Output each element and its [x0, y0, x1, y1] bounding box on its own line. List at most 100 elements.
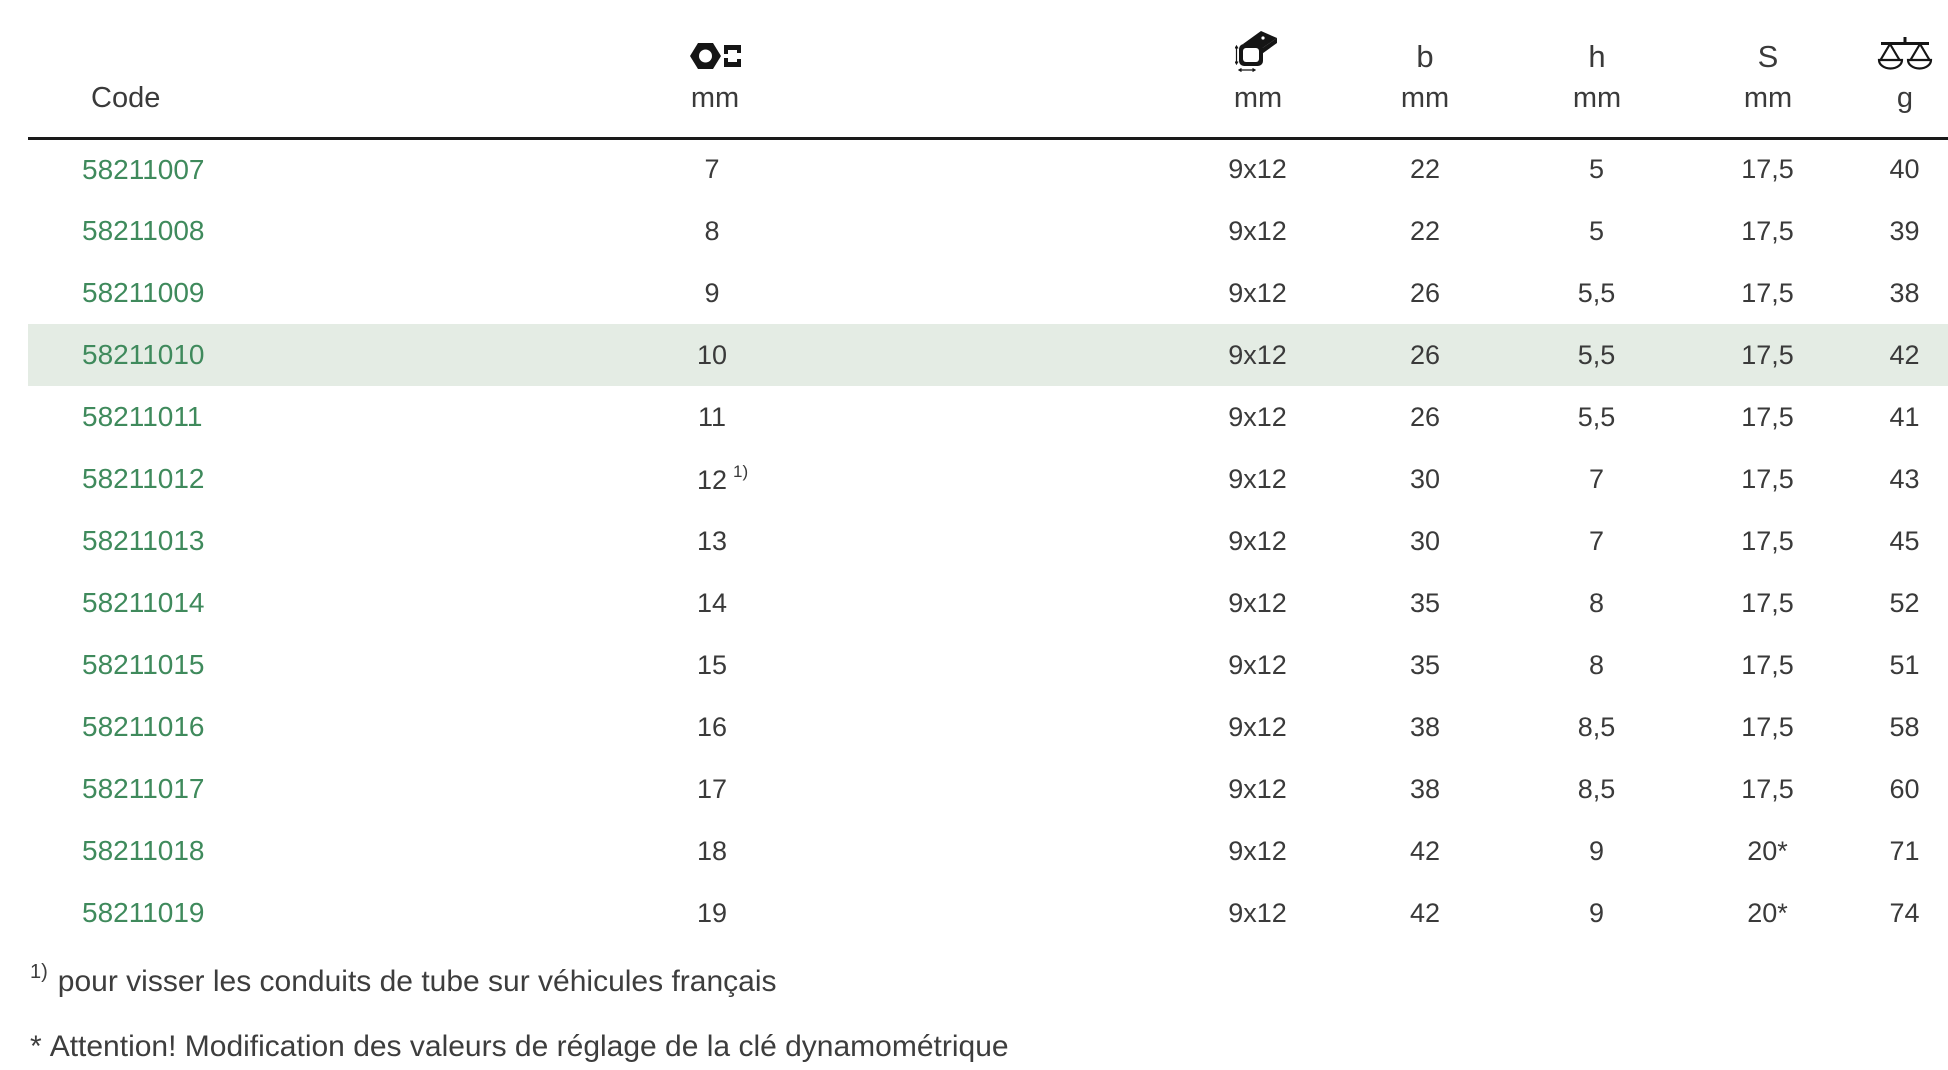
wrench-size-value: 14	[696, 587, 728, 618]
b-unit: mm	[1400, 81, 1450, 114]
table-header: Code mm	[28, 0, 1948, 140]
h-unit: mm	[1572, 81, 1622, 114]
wrench-size-value: 10	[696, 339, 728, 370]
drive-size-cell: 9x12	[1228, 525, 1287, 556]
table-row[interactable]: 58211009 9 9x12 26 5,5 17,5 38	[28, 262, 1948, 324]
code-cell: 58211009	[28, 262, 445, 324]
footnote-1-marker: 1)	[30, 961, 48, 983]
b-cell: 30	[1409, 463, 1441, 494]
table-row[interactable]: 58211011 11 9x12 26 5,5 17,5 41	[28, 386, 1948, 448]
wrench-size-cell: 17	[445, 758, 985, 820]
table-row[interactable]: 58211017 17 9x12 38 8,5 17,5 60	[28, 758, 1948, 820]
code-link[interactable]: 58211015	[82, 649, 205, 680]
table-body: 58211007 7 9x12 22 5 17,5 40 58211008 8 …	[28, 138, 1948, 944]
code-link[interactable]: 58211017	[82, 773, 205, 804]
code-cell: 58211018	[28, 820, 445, 882]
s-cell: 17,5	[1741, 587, 1794, 618]
spec-table: Code mm	[28, 0, 1948, 944]
table-row[interactable]: 58211014 14 9x12 35 8 17,5 52	[28, 572, 1948, 634]
table-row[interactable]: 58211015 15 9x12 35 8 17,5 51	[28, 634, 1948, 696]
weight-cell: 60	[1889, 773, 1920, 804]
code-link[interactable]: 58211011	[82, 401, 203, 432]
weight-cell: 45	[1889, 525, 1920, 556]
h-cell: 8,5	[1577, 711, 1616, 742]
wrench-size-value: 16	[696, 711, 728, 742]
wrench-size-cell: 19	[445, 882, 985, 944]
drive-size-cell: 9x12	[1228, 835, 1287, 866]
h-cell: 9	[1588, 897, 1605, 928]
h-cell: 5	[1588, 154, 1605, 185]
table-row[interactable]: 58211019 19 9x12 42 9 20* 74	[28, 882, 1948, 944]
wrench-size-value: 13	[696, 525, 728, 556]
code-link[interactable]: 58211007	[82, 153, 205, 185]
wrench-size-cell: 10	[445, 324, 985, 386]
wrench-size-value: 8	[704, 215, 720, 246]
code-link[interactable]: 58211014	[82, 587, 205, 618]
drive-size-cell: 9x12	[1228, 215, 1287, 246]
drive-size-cell: 9x12	[1228, 711, 1287, 742]
code-link[interactable]: 58211016	[82, 711, 205, 742]
code-cell: 58211011	[28, 386, 445, 448]
b-cell: 38	[1409, 773, 1441, 804]
footnote-2-marker: *	[30, 1030, 42, 1063]
weight-cell: 51	[1889, 649, 1920, 680]
b-cell: 26	[1409, 277, 1441, 308]
s-cell: 17,5	[1741, 463, 1794, 494]
weight-cell: 58	[1889, 711, 1920, 742]
weight-cell: 74	[1889, 897, 1920, 928]
code-link[interactable]: 58211008	[82, 215, 205, 246]
wrench-size-cell: 16	[445, 696, 985, 758]
b-cell: 30	[1409, 525, 1441, 556]
wrench-size-cell: 11	[445, 386, 985, 448]
table-row[interactable]: 58211012 12 1) 9x12 30 7 17,5 43	[28, 448, 1948, 510]
table-row[interactable]: 58211018 18 9x12 42 9 20* 71	[28, 820, 1948, 882]
s-unit: mm	[1743, 81, 1793, 114]
code-link[interactable]: 58211013	[82, 525, 205, 556]
b-cell: 38	[1409, 711, 1441, 742]
s-cell: 17,5	[1741, 339, 1794, 370]
s-cell: 17,5	[1741, 649, 1794, 680]
b-cell: 22	[1409, 154, 1441, 185]
wrench-size-value: 7	[704, 154, 720, 185]
code-link[interactable]: 58211018	[82, 835, 205, 866]
code-cell: 58211017	[28, 758, 445, 820]
table-row[interactable]: 58211007 7 9x12 22 5 17,5 40	[28, 138, 1948, 200]
code-link[interactable]: 58211019	[82, 897, 205, 928]
h-cell: 9	[1588, 835, 1605, 866]
code-link[interactable]: 58211012	[82, 463, 205, 494]
code-cell: 58211019	[28, 882, 445, 944]
table-row[interactable]: 58211013 13 9x12 30 7 17,5 45	[28, 510, 1948, 572]
footnotes: 1) pour visser les conduits de tube sur v…	[30, 960, 1948, 1065]
wrench-size-cell: 12 1)	[696, 462, 749, 495]
b-header-label: b	[1416, 38, 1434, 74]
column-header-s: S mm	[1675, 0, 1845, 140]
drive-size-cell: 9x12	[1228, 649, 1287, 680]
table-row[interactable]: 58211010 10 9x12 26 5,5 17,5 42	[28, 324, 1948, 386]
table-row[interactable]: 58211008 8 9x12 22 5 17,5 39	[28, 200, 1948, 262]
s-cell: 20*	[1747, 897, 1788, 928]
s-header-label: S	[1757, 38, 1779, 74]
s-cell: 17,5	[1741, 154, 1794, 185]
footnote-2-text: Attention! Modification des valeurs de r…	[49, 1030, 1009, 1063]
weight-cell: 71	[1889, 835, 1920, 866]
table-row[interactable]: 58211016 16 9x12 38 8,5 17,5 58	[28, 696, 1948, 758]
wrench-size-value: 18	[696, 835, 728, 866]
drive-size-cell: 9x12	[1228, 401, 1287, 432]
column-header-wrench-size: mm	[445, 0, 985, 140]
weight-cell: 42	[1889, 339, 1920, 370]
wrench-size-value: 19	[696, 897, 728, 928]
weight-unit: g	[1896, 81, 1914, 114]
h-cell: 5,5	[1577, 339, 1616, 370]
b-cell: 26	[1409, 339, 1441, 370]
weight-cell: 39	[1889, 215, 1920, 246]
wrench-size-value: 15	[696, 649, 728, 680]
code-link[interactable]: 58211009	[82, 277, 205, 308]
h-cell: 8,5	[1577, 773, 1616, 804]
wrench-size-cell: 18	[445, 820, 985, 882]
footnote-1: 1) pour visser les conduits de tube sur v…	[30, 960, 1948, 1000]
code-link[interactable]: 58211010	[82, 339, 205, 370]
column-header-h: h mm	[1505, 0, 1675, 140]
open-end-wrench-opening-icon	[445, 20, 985, 72]
code-cell: 58211007	[28, 138, 445, 200]
s-cell: 17,5	[1741, 711, 1794, 742]
